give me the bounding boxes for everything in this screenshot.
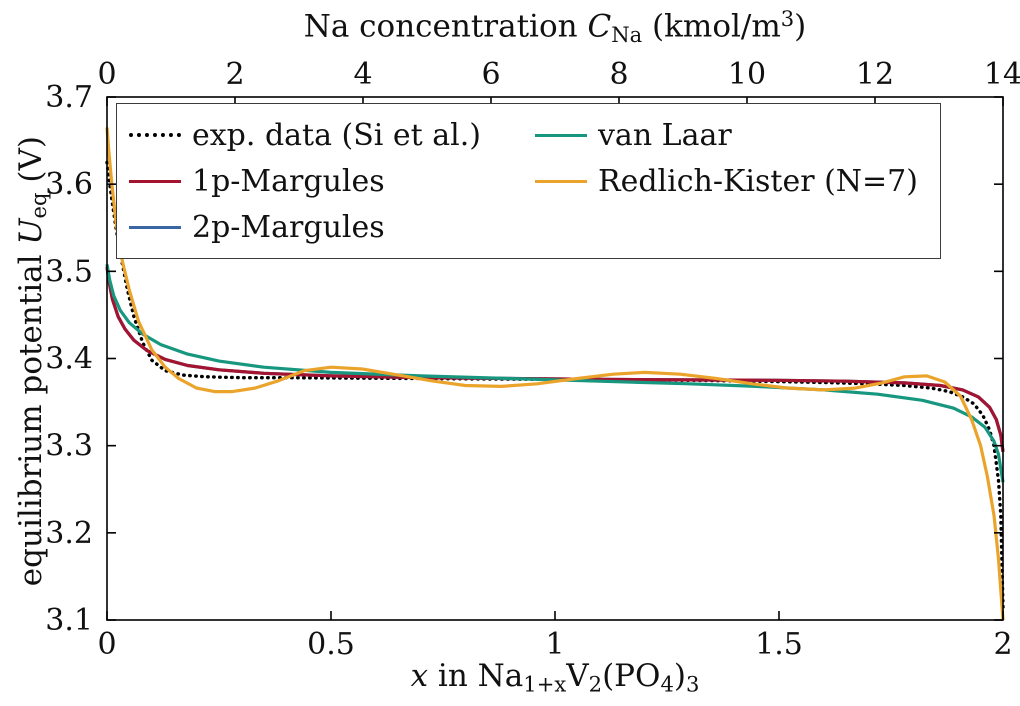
tick-label: 12 — [856, 57, 894, 92]
tick-label: 0.5 — [307, 627, 355, 662]
axis-title-segment: (PO — [602, 658, 661, 694]
legend-label: van Laar — [597, 117, 732, 153]
series-line — [105, 264, 1005, 483]
top-axis-ticks: 0 2 4 6 8 10 12 14 — [97, 57, 1020, 106]
tick-label: 0 — [97, 627, 116, 662]
y-axis-ticks: 3.1 3.2 3.3 3.4 3.5 3.6 3.7 — [45, 80, 1003, 638]
axis-title-segment: V — [566, 658, 589, 694]
tick-label: 3.7 — [45, 80, 93, 115]
legend-item: exp. data (Si et al.) — [129, 112, 481, 158]
axis-title-segment: 1+x — [523, 671, 567, 697]
tick-label: 2 — [225, 57, 244, 92]
axes-group: 0 0.5 1 1.5 20 2 4 6 8 10 12 143.13.23.33.43.53.63.… — [45, 57, 1020, 662]
legend-label: Redlich-Kister (N=7) — [597, 163, 918, 199]
tick-label: 1 — [545, 627, 564, 662]
axis-title-segment: eq — [26, 192, 52, 219]
legend-item: 2p-Margules — [129, 204, 481, 250]
legend-line-sample — [129, 225, 181, 229]
axis-title-segment: ) — [794, 8, 807, 45]
series-line — [105, 127, 1005, 621]
tick-label: 4 — [353, 57, 372, 92]
axis-title-segment: Na — [611, 21, 643, 47]
axis-title-segment: 2 — [588, 671, 603, 697]
tick-label: 3.3 — [45, 429, 93, 464]
legend-line-sample — [129, 179, 181, 183]
tick-label: 3.5 — [45, 254, 93, 289]
x-axis-title: x in Na1+xV2(PO4)3 — [107, 658, 1003, 696]
tick-label: 8 — [609, 57, 628, 92]
axis-title-segment: equilibrium potential — [12, 244, 49, 587]
tick-label: 3.1 — [45, 603, 93, 638]
axis-title-segment: 3 — [780, 6, 795, 31]
tick-label: 0 — [97, 57, 116, 92]
axis-title-segment: in Na — [428, 658, 524, 694]
legend-label: exp. data (Si et al.) — [192, 117, 481, 153]
tick-label: 6 — [481, 57, 500, 92]
axis-title-segment: x — [410, 658, 429, 694]
series-line — [105, 266, 1005, 453]
axis-title-segment: (kmol/m — [642, 8, 781, 45]
legend-item: 1p-Margules — [129, 158, 481, 204]
legend-label: 2p-Margules — [192, 209, 385, 245]
legend-label: 1p-Margules — [192, 163, 385, 199]
axis-title-segment: Na concentration — [303, 8, 588, 45]
legend-line-sample — [129, 133, 181, 137]
legend-line-sample — [534, 179, 587, 183]
legend: exp. data (Si et al.) 1p-Margules 2p-Margu… — [116, 103, 941, 259]
tick-label: 10 — [728, 57, 766, 92]
axis-title-segment: ) — [673, 658, 686, 694]
axis-title-segment: C — [587, 8, 612, 45]
axis-title-segment: 4 — [660, 671, 674, 697]
series-group — [105, 127, 1005, 621]
tick-label: 14 — [984, 57, 1020, 92]
axis-title-segment: U — [12, 218, 49, 245]
legend-item: Redlich-Kister (N=7) — [534, 158, 918, 204]
legend-line-sample — [534, 133, 587, 137]
axis-title-segment: (V) — [12, 136, 49, 193]
tick-label: 2 — [993, 627, 1012, 662]
tick-label: 3.2 — [45, 516, 93, 551]
y-axis-title: equilibrium potential Ueq (V) — [13, 59, 51, 663]
tick-label: 3.4 — [45, 342, 93, 377]
tick-label: 3.6 — [45, 167, 93, 202]
tick-label: 1.5 — [755, 627, 803, 662]
legend-item: van Laar — [534, 112, 918, 158]
axis-title-segment: 3 — [685, 671, 700, 697]
x-axis-ticks: 0 0.5 1 1.5 2 — [97, 611, 1013, 662]
series-line — [105, 266, 1005, 453]
top-axis-title: Na concentration CNa (kmol/m3) — [107, 6, 1003, 47]
